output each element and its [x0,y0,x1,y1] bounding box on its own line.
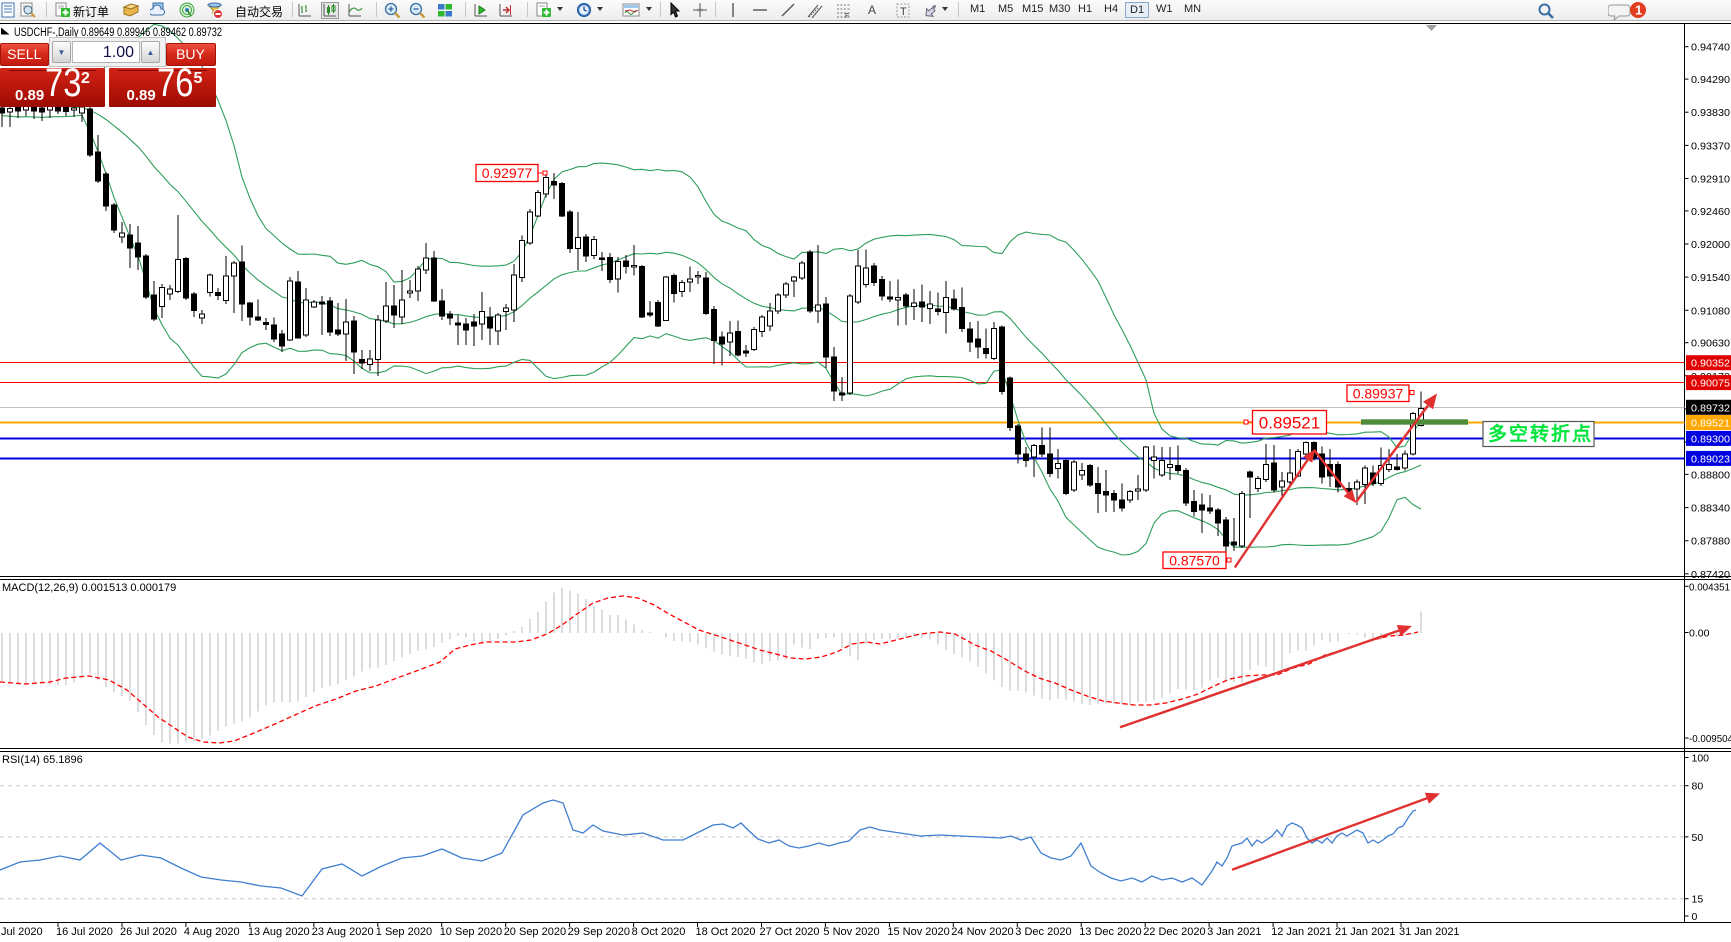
svg-text:16 Jul 2020: 16 Jul 2020 [56,926,113,938]
svg-text:23 Aug 2020: 23 Aug 2020 [312,926,374,938]
svg-text:0.94290: 0.94290 [1691,74,1730,86]
svg-text:RSI(14) 65.1896: RSI(14) 65.1896 [2,754,83,766]
svg-text:0.92460: 0.92460 [1691,206,1730,218]
svg-text:1: 1 [1635,3,1642,18]
svg-text:12 Jan 2021: 12 Jan 2021 [1271,926,1332,938]
svg-text:0: 0 [1692,911,1698,923]
svg-text:4 Aug 2020: 4 Aug 2020 [184,926,240,938]
svg-text:0.92977: 0.92977 [482,165,533,181]
svg-text:0.92000: 0.92000 [1691,239,1730,251]
svg-text:8 Oct 2020: 8 Oct 2020 [632,926,686,938]
svg-text:0.004351: 0.004351 [1689,581,1730,593]
svg-text:0.00: 0.00 [1689,628,1710,640]
svg-text:-0.009504: -0.009504 [1689,733,1731,745]
svg-text:29 Sep 2020: 29 Sep 2020 [568,926,630,938]
svg-text:0.90352: 0.90352 [1691,358,1730,370]
svg-text:1 Sep 2020: 1 Sep 2020 [376,926,432,938]
svg-text:22 Dec 2020: 22 Dec 2020 [1143,926,1205,938]
svg-text:3 Dec 2020: 3 Dec 2020 [1015,926,1071,938]
svg-text:0.89023: 0.89023 [1691,453,1730,465]
svg-text:0.90630: 0.90630 [1691,338,1730,350]
svg-text:5 Nov 2020: 5 Nov 2020 [823,926,879,938]
svg-text:80: 80 [1692,781,1704,793]
svg-text:0.89300: 0.89300 [1691,433,1730,445]
svg-text:0.89732: 0.89732 [1691,402,1730,414]
svg-text:多空转折点: 多空转折点 [1488,422,1593,445]
svg-text:0.88340: 0.88340 [1691,503,1730,515]
svg-text:0.87570: 0.87570 [1169,552,1220,568]
svg-text:24 Nov 2020: 24 Nov 2020 [951,926,1013,938]
svg-text:0.93370: 0.93370 [1691,140,1730,152]
svg-text:27 Oct 2020: 27 Oct 2020 [760,926,820,938]
svg-text:31 Jan 2021: 31 Jan 2021 [1399,926,1460,938]
svg-text:0.87420: 0.87420 [1691,569,1730,581]
svg-text:0.91540: 0.91540 [1691,272,1730,284]
svg-text:0.92910: 0.92910 [1691,174,1730,186]
svg-text:26 Jul 2020: 26 Jul 2020 [120,926,177,938]
svg-text:0.89521: 0.89521 [1259,413,1320,432]
svg-text:21 Jan 2021: 21 Jan 2021 [1335,926,1396,938]
svg-text:13 Aug 2020: 13 Aug 2020 [248,926,310,938]
svg-text:3 Jan 2021: 3 Jan 2021 [1207,926,1261,938]
svg-text:13 Dec 2020: 13 Dec 2020 [1079,926,1141,938]
svg-text:USDCHF-,Daily 0.89649 0.89946: USDCHF-,Daily 0.89649 0.89946 0.89462 0.… [14,27,222,39]
svg-text:18 Oct 2020: 18 Oct 2020 [696,926,756,938]
svg-text:0.94740: 0.94740 [1691,42,1730,54]
svg-text:0.91080: 0.91080 [1691,305,1730,317]
svg-text:0.88800: 0.88800 [1691,469,1730,481]
svg-text:15: 15 [1692,894,1704,906]
svg-text:Jul 2020: Jul 2020 [1,926,43,938]
svg-text:0.93830: 0.93830 [1691,107,1730,119]
svg-text:0.90075: 0.90075 [1691,378,1730,390]
svg-text:100: 100 [1692,753,1710,765]
svg-text:T: T [900,6,907,18]
svg-text:0.89937: 0.89937 [1353,385,1404,401]
svg-text:10 Sep 2020: 10 Sep 2020 [440,926,502,938]
svg-text:0.89521: 0.89521 [1691,418,1730,430]
svg-text:0.87880: 0.87880 [1691,536,1730,548]
svg-text:50: 50 [1692,832,1704,844]
svg-text:20 Sep 2020: 20 Sep 2020 [504,926,566,938]
svg-text:F: F [845,13,849,19]
svg-text:15 Nov 2020: 15 Nov 2020 [887,926,949,938]
svg-text:MACD(12,26,9) 0.001513 0.00017: MACD(12,26,9) 0.001513 0.000179 [2,582,176,594]
